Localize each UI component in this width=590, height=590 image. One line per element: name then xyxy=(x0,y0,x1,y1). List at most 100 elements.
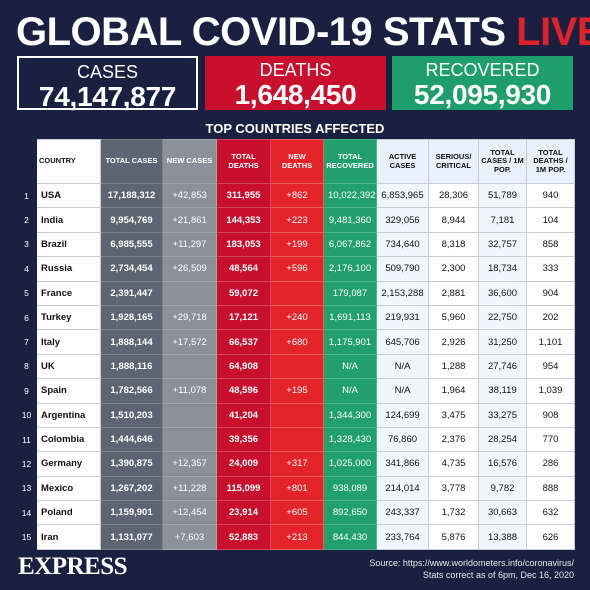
row-total-deaths: 59,072 xyxy=(216,280,271,306)
row-new-cases: +11,228 xyxy=(162,475,217,502)
row-active-cases: 233,764 xyxy=(376,524,429,550)
row-rank: 11 xyxy=(16,426,37,453)
row-total-recovered: 179,087 xyxy=(323,280,377,306)
row-cases-per-million: 51,789 xyxy=(478,182,527,209)
row-serious-critical: 2,376 xyxy=(428,426,479,453)
row-active-cases: 509,790 xyxy=(376,256,429,282)
row-deaths-per-million: 1,101 xyxy=(526,329,575,355)
table-row: 11 Colombia 1,444,646 39,356 1,328,430 76,860… xyxy=(16,426,575,453)
row-total-deaths: 144,353 xyxy=(216,207,271,233)
row-new-deaths: +596 xyxy=(270,256,324,282)
row-cases-per-million: 31,250 xyxy=(478,329,527,355)
header-rank xyxy=(16,139,37,184)
row-total-cases: 1,928,165 xyxy=(100,304,163,331)
table-row: 12 Germany 1,390,875 +12,357 24,009 +317 1,025… xyxy=(16,451,575,477)
row-new-deaths: +199 xyxy=(270,231,324,258)
row-serious-critical: 8,944 xyxy=(428,207,479,233)
row-total-deaths: 48,564 xyxy=(216,256,271,282)
row-total-cases: 2,391,447 xyxy=(100,280,163,306)
row-total-recovered: 844,430 xyxy=(323,524,377,550)
row-active-cases: 734,640 xyxy=(376,231,429,258)
table-row: 7 Italy 1,888,144 +17,572 66,537 +680 1,175,90… xyxy=(16,329,575,355)
row-new-cases: +11,078 xyxy=(162,378,217,404)
header-new-deaths: NEW DEATHS xyxy=(270,139,324,184)
row-deaths-per-million: 202 xyxy=(526,304,575,331)
row-new-cases xyxy=(162,280,217,306)
row-deaths-per-million: 888 xyxy=(526,475,575,502)
row-deaths-per-million: 770 xyxy=(526,426,575,453)
row-country: France xyxy=(36,280,101,306)
deaths-label: DEATHS xyxy=(259,60,332,80)
row-new-deaths: +680 xyxy=(270,329,324,355)
row-active-cases: 76,860 xyxy=(376,426,429,453)
row-total-deaths: 23,914 xyxy=(216,500,271,526)
row-cases-per-million: 30,663 xyxy=(478,500,527,526)
row-total-recovered: 2,176,100 xyxy=(323,256,377,282)
row-country: Turkey xyxy=(36,304,101,331)
row-new-cases: +7,603 xyxy=(162,524,217,550)
table-row: 14 Poland 1,159,901 +12,454 23,914 +605 892,65… xyxy=(16,500,575,526)
row-total-cases: 9,954,769 xyxy=(100,207,163,233)
row-total-cases: 6,985,555 xyxy=(100,231,163,258)
source-note: Source: https://www.worldometers.info/co… xyxy=(369,557,574,581)
row-country: Mexico xyxy=(36,475,101,502)
row-serious-critical: 2,300 xyxy=(428,256,479,282)
row-rank: 4 xyxy=(16,256,37,282)
row-total-recovered: 1,328,430 xyxy=(323,426,377,453)
source-line: Source: https://www.worldometers.info/co… xyxy=(369,558,574,568)
row-new-cases: +12,357 xyxy=(162,451,217,477)
row-serious-critical: 28,306 xyxy=(428,182,479,209)
row-total-deaths: 183,053 xyxy=(216,231,271,258)
table-row: 4 Russia 2,734,454 +26,509 48,564 +596 2,176,1… xyxy=(16,256,575,282)
stats-date-line: Stats correct as of 6pm, Dec 16, 2020 xyxy=(422,570,574,580)
row-serious-critical: 1,964 xyxy=(428,378,479,404)
row-total-cases: 1,267,202 xyxy=(100,475,163,502)
row-total-recovered: 938,089 xyxy=(323,475,377,502)
row-country: Poland xyxy=(36,500,101,526)
row-total-cases: 2,734,454 xyxy=(100,256,163,282)
row-new-deaths: +801 xyxy=(270,475,324,502)
row-new-cases: +21,861 xyxy=(162,207,217,233)
row-cases-per-million: 38,119 xyxy=(478,378,527,404)
row-new-cases xyxy=(162,353,217,380)
row-new-cases: +42,853 xyxy=(162,182,217,209)
row-rank: 1 xyxy=(16,182,37,209)
row-serious-critical: 3,778 xyxy=(428,475,479,502)
row-new-deaths xyxy=(270,280,324,306)
row-total-recovered: 1,175,901 xyxy=(323,329,377,355)
row-rank: 8 xyxy=(16,353,37,380)
header-serious-critical: SERIOUS/ CRITICAL xyxy=(428,139,479,184)
row-new-deaths: +605 xyxy=(270,500,324,526)
row-serious-critical: 5,960 xyxy=(428,304,479,331)
row-total-recovered: 6,067,862 xyxy=(323,231,377,258)
table-row: 6 Turkey 1,928,165 +29,718 17,121 +240 1,691,1… xyxy=(16,304,575,331)
table-row: 10 Argentina 1,510,203 41,204 1,344,300 124,6… xyxy=(16,402,575,428)
table-header-row: COUNTRY TOTAL CASES NEW CASES TOTAL DEAT… xyxy=(16,139,575,184)
row-new-deaths xyxy=(270,402,324,428)
cases-label: CASES xyxy=(76,62,139,82)
row-cases-per-million: 13,388 xyxy=(478,524,527,550)
row-active-cases: 645,706 xyxy=(376,329,429,355)
row-new-deaths: +223 xyxy=(270,207,324,233)
row-total-deaths: 66,537 xyxy=(216,329,271,355)
table-row: 2 India 9,954,769 +21,861 144,353 +223 9,481,3… xyxy=(16,207,575,233)
row-total-deaths: 115,099 xyxy=(216,475,271,502)
row-country: Germany xyxy=(36,451,101,477)
title-live: LIVE xyxy=(516,10,590,54)
row-deaths-per-million: 940 xyxy=(526,182,575,209)
row-total-deaths: 52,883 xyxy=(216,524,271,550)
row-active-cases: 243,337 xyxy=(376,500,429,526)
row-total-recovered: 892,650 xyxy=(323,500,377,526)
row-country: UK xyxy=(36,353,101,380)
row-cases-per-million: 28,254 xyxy=(478,426,527,453)
row-deaths-per-million: 858 xyxy=(526,231,575,258)
row-serious-critical: 4,735 xyxy=(428,451,479,477)
header-cases-per-million: TOTAL CASES / 1M POP. xyxy=(478,139,527,184)
row-deaths-per-million: 904 xyxy=(526,280,575,306)
row-total-deaths: 64,908 xyxy=(216,353,271,380)
stats-table: COUNTRY TOTAL CASES NEW CASES TOTAL DEAT… xyxy=(16,139,575,550)
row-total-cases: 17,188,312 xyxy=(100,182,163,209)
row-deaths-per-million: 626 xyxy=(526,524,575,550)
header-total-cases: TOTAL CASES xyxy=(100,139,163,184)
row-deaths-per-million: 1,039 xyxy=(526,378,575,404)
